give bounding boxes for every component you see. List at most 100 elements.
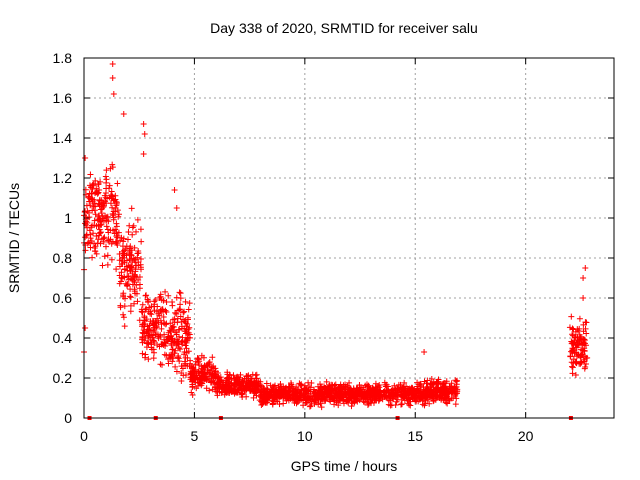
data-point: [266, 394, 273, 401]
data-point: [82, 242, 89, 249]
data-point: [231, 386, 238, 393]
data-point: [157, 333, 164, 340]
data-point: [363, 389, 370, 396]
data-point: [134, 298, 141, 305]
data-point: [96, 187, 103, 194]
data-point: [368, 400, 375, 407]
x-axis-label: GPS time / hours: [291, 458, 398, 474]
data-point: [570, 345, 577, 352]
data-point: [85, 239, 92, 246]
data-point: [348, 403, 355, 410]
data-point: [121, 266, 128, 273]
data-point: [282, 395, 289, 402]
data-point: [97, 206, 104, 213]
data-point: [370, 390, 377, 397]
data-point: [108, 240, 115, 247]
data-point: [114, 232, 121, 239]
data-point: [127, 286, 134, 293]
data-point: [361, 399, 368, 406]
data-point: [112, 196, 119, 203]
data-point: [175, 326, 182, 333]
data-point: [261, 391, 268, 398]
data-point: [119, 254, 126, 261]
data-point: [104, 226, 111, 233]
data-point: [181, 358, 188, 365]
data-point: [189, 364, 196, 371]
data-point: [205, 360, 212, 367]
data-point: [277, 386, 284, 393]
data-point: [126, 256, 133, 263]
data-point: [243, 393, 250, 400]
data-point: [443, 399, 450, 406]
data-point: [176, 306, 183, 313]
data-point: [208, 378, 215, 385]
data-point: [351, 395, 358, 402]
data-point: [577, 352, 584, 359]
data-point: [135, 277, 142, 284]
data-point: [172, 309, 179, 316]
data-point: [104, 261, 111, 268]
data-point: [394, 394, 401, 401]
data-point: [110, 212, 117, 219]
data-point: [233, 374, 240, 381]
data-point: [434, 378, 441, 385]
data-point: [426, 400, 433, 407]
data-point: [207, 367, 214, 374]
data-point: [183, 338, 190, 345]
data-point: [176, 358, 183, 365]
data-point: [106, 182, 113, 189]
data-point: [417, 386, 424, 393]
data-point: [180, 309, 187, 316]
data-point: [446, 383, 453, 390]
data-point: [420, 388, 427, 395]
data-point: [385, 397, 392, 404]
data-point: [162, 288, 169, 295]
data-point: [416, 395, 423, 402]
data-point: [203, 373, 210, 380]
data-point: [178, 370, 185, 377]
data-point: [574, 334, 581, 341]
data-point: [133, 228, 139, 235]
data-point: [129, 224, 136, 231]
data-point: [120, 311, 127, 318]
data-point: [141, 354, 148, 361]
data-point: [430, 386, 437, 393]
data-point: [105, 218, 112, 225]
data-point: [82, 155, 89, 161]
data-point: [344, 397, 351, 404]
data-point: [181, 325, 188, 332]
data-point: [315, 383, 322, 390]
data-point: [82, 208, 89, 215]
data-point: [228, 380, 235, 387]
data-point: [165, 356, 172, 363]
data-point: [186, 300, 193, 307]
data-point: [292, 396, 299, 403]
data-point: [103, 167, 110, 174]
data-point: [129, 231, 136, 238]
data-point: [196, 358, 203, 365]
data-point: [317, 388, 324, 395]
data-point: [113, 266, 120, 273]
data-point: [136, 281, 143, 288]
data-point: [330, 395, 337, 402]
data-point: [284, 391, 291, 398]
data-point: [126, 250, 133, 257]
data-point: [200, 366, 207, 373]
data-point: [92, 211, 99, 218]
plot-frame: [83, 57, 615, 419]
data-point: [157, 293, 164, 300]
data-point: [358, 384, 365, 391]
data-point: [116, 250, 123, 257]
data-point: [437, 385, 444, 392]
data-point: [427, 387, 434, 394]
data-point: [391, 382, 398, 389]
data-point: [82, 325, 89, 331]
data-point: [175, 307, 182, 314]
data-point: [364, 402, 371, 409]
data-point: [232, 381, 239, 388]
y-tick-label: 1: [64, 210, 72, 226]
data-point: [239, 390, 246, 397]
data-point: [323, 378, 330, 385]
data-point: [418, 389, 425, 396]
